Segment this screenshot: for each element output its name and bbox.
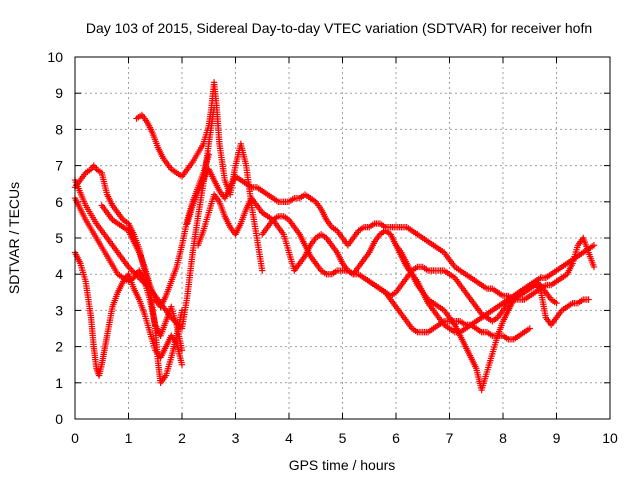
series-track-1 xyxy=(71,249,186,379)
x-tick-label: 8 xyxy=(499,430,507,446)
x-tick-label: 6 xyxy=(392,430,400,446)
y-axis-label: SDTVAR / TECUs xyxy=(6,182,22,294)
plot-frame xyxy=(74,56,611,420)
chart-title: Day 103 of 2015, Sidereal Day-to-day VTE… xyxy=(86,20,592,36)
y-tick-label: 4 xyxy=(55,266,63,282)
y-tick-label: 9 xyxy=(55,85,63,101)
y-tick-label: 8 xyxy=(55,121,63,137)
y-tick-label: 10 xyxy=(47,49,63,65)
data-point xyxy=(178,361,186,368)
y-tick-label: 6 xyxy=(55,194,63,210)
data-point xyxy=(590,242,598,249)
x-tick-label: 10 xyxy=(602,430,618,446)
y-tick-label: 7 xyxy=(55,158,63,174)
data-point xyxy=(526,325,533,332)
data-point xyxy=(259,267,266,274)
x-tick-label: 0 xyxy=(71,430,79,446)
x-axis-label: GPS time / hours xyxy=(289,457,396,473)
x-tick-label: 1 xyxy=(125,430,133,446)
data-marks xyxy=(71,79,598,394)
y-tick-label: 2 xyxy=(55,339,63,355)
x-tick-label: 5 xyxy=(339,430,347,446)
data-point xyxy=(205,151,212,158)
y-tick-label: 5 xyxy=(55,230,63,246)
series-track-6 xyxy=(98,151,212,310)
series-track-7 xyxy=(184,166,598,303)
x-tick-labels: 0 1 2 3 4 5 6 7 8 9 10 xyxy=(71,430,618,446)
data-point xyxy=(128,266,135,274)
data-point xyxy=(178,347,186,354)
series-track-5 xyxy=(133,79,266,274)
series-track-4 xyxy=(71,104,218,332)
x-tick-label: 7 xyxy=(446,430,454,446)
y-tick-label: 0 xyxy=(55,411,63,427)
x-tick-label: 3 xyxy=(232,430,240,446)
x-tick-label: 4 xyxy=(285,430,293,446)
y-tick-labels: 0 1 2 3 4 5 6 7 8 9 10 xyxy=(47,49,63,427)
series-track-11 xyxy=(392,242,560,394)
y-tick-label: 3 xyxy=(55,302,63,318)
x-tick-label: 2 xyxy=(178,430,186,446)
x-tick-label: 9 xyxy=(553,430,561,446)
y-tick-label: 1 xyxy=(55,375,63,391)
data-point xyxy=(585,296,592,303)
data-point xyxy=(590,263,598,271)
data-point xyxy=(553,299,560,307)
data-point xyxy=(126,265,134,272)
